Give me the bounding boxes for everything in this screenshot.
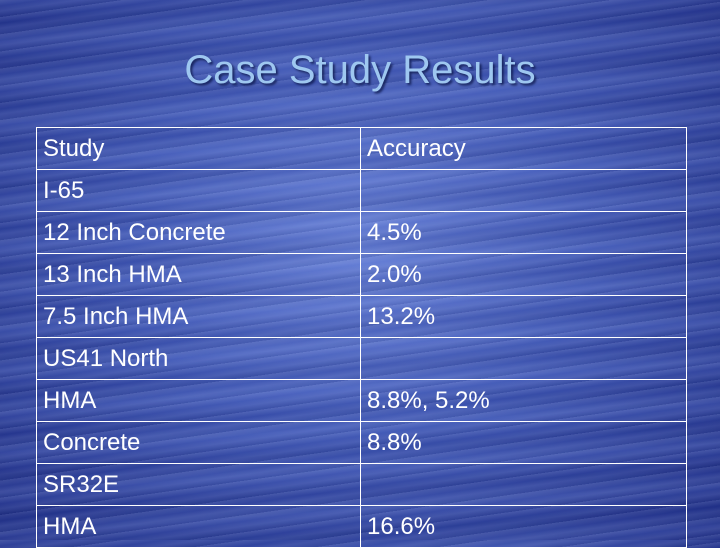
- table-row: HMA 8.8%, 5.2%: [36, 379, 687, 422]
- table-row: HMA 16.6%: [36, 505, 687, 548]
- accuracy-cell: [360, 337, 687, 380]
- study-cell: I-65: [36, 169, 361, 212]
- accuracy-cell: 2.0%: [360, 253, 687, 296]
- study-cell: 12 Inch Concrete: [36, 211, 361, 254]
- table-row: SR32E: [36, 463, 687, 506]
- study-cell: HMA: [36, 379, 361, 422]
- study-cell: 13 Inch HMA: [36, 253, 361, 296]
- accuracy-cell: 16.6%: [360, 505, 687, 548]
- study-cell: SR32E: [36, 463, 361, 506]
- header-study: Study: [36, 127, 361, 170]
- accuracy-cell: 4.5%: [360, 211, 687, 254]
- accuracy-cell: 8.8%: [360, 421, 687, 464]
- table-row: 13 Inch HMA 2.0%: [36, 253, 687, 296]
- accuracy-cell: [360, 169, 687, 212]
- study-cell: HMA: [36, 505, 361, 548]
- table-row: 7.5 Inch HMA 13.2%: [36, 295, 687, 338]
- results-table: Study Accuracy I-65 12 Inch Concrete 4.5…: [36, 127, 687, 548]
- study-cell: 7.5 Inch HMA: [36, 295, 361, 338]
- table-row: Concrete 8.8%: [36, 421, 687, 464]
- slide-title: Case Study Results: [184, 48, 536, 92]
- table-row: US41 North: [36, 337, 687, 380]
- table-header-row: Study Accuracy: [36, 127, 687, 170]
- study-cell: Concrete: [36, 421, 361, 464]
- table-row: I-65: [36, 169, 687, 212]
- table-row: 12 Inch Concrete 4.5%: [36, 211, 687, 254]
- study-cell: US41 North: [36, 337, 361, 380]
- accuracy-cell: 8.8%, 5.2%: [360, 379, 687, 422]
- accuracy-cell: [360, 463, 687, 506]
- accuracy-cell: 13.2%: [360, 295, 687, 338]
- header-accuracy: Accuracy: [360, 127, 687, 170]
